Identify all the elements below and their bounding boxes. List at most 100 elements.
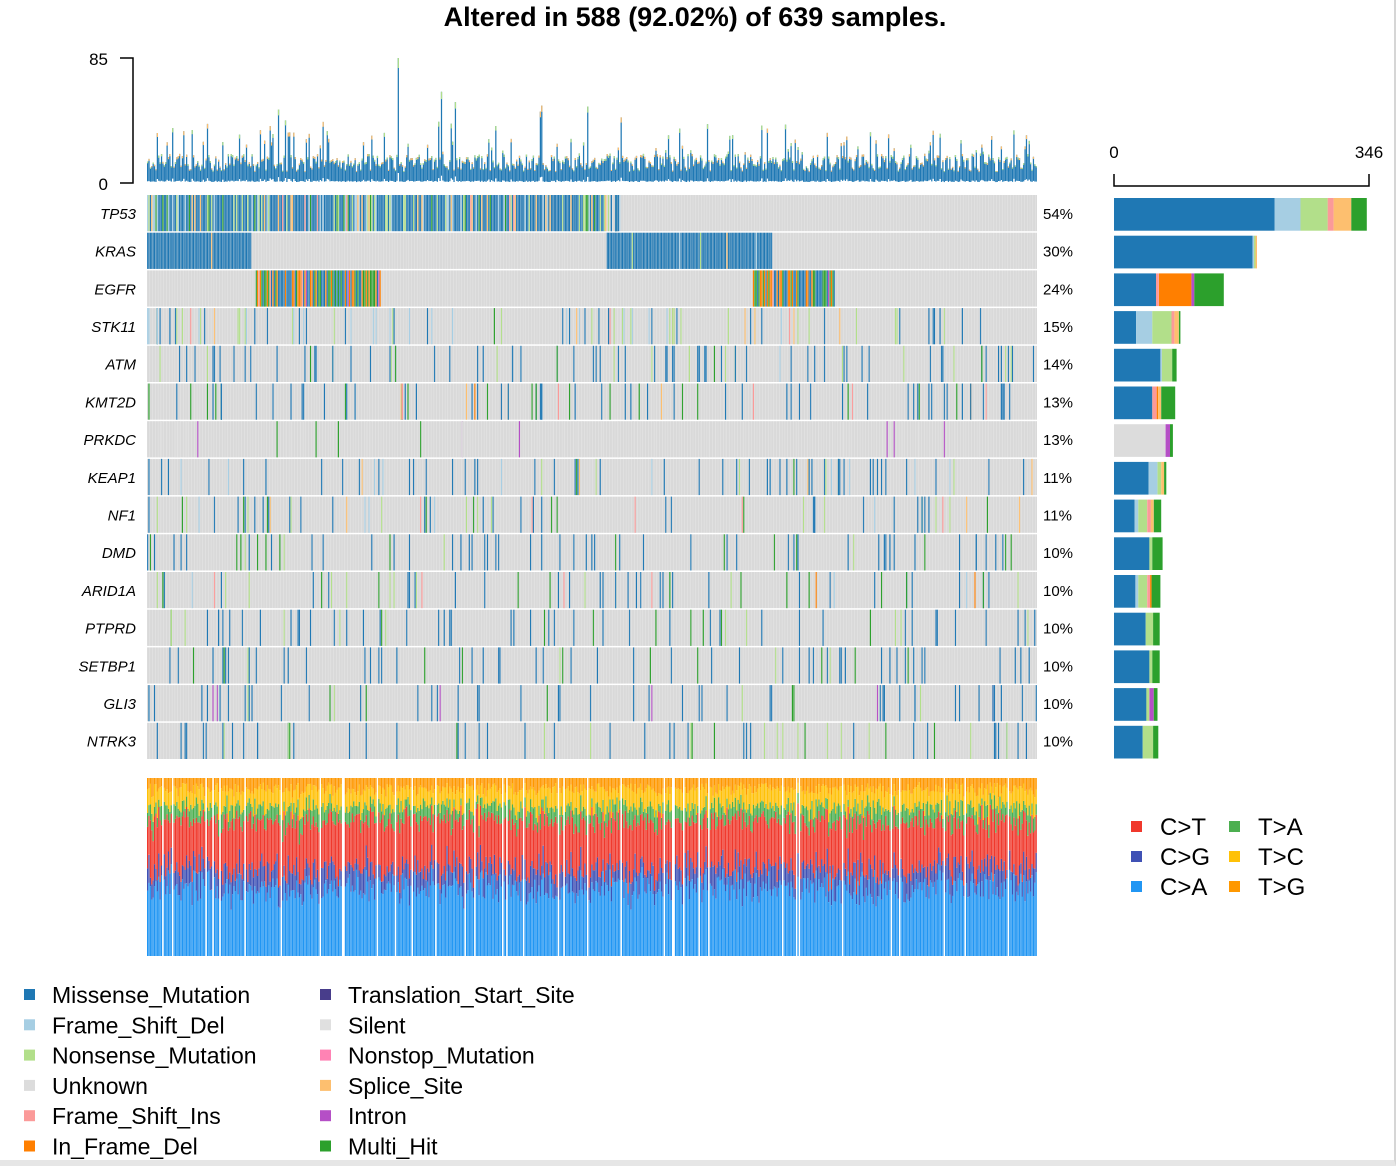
cell-kras (209, 232, 211, 269)
tmb-bar (378, 164, 380, 182)
titv-bar (518, 778, 521, 791)
titv-bar (406, 859, 408, 880)
cell-tp53 (346, 195, 348, 232)
titv-bar (407, 785, 409, 797)
cell-tp53 (375, 195, 377, 232)
gene-pct-ntrk3: 10% (1043, 734, 1073, 751)
tmb-bar (297, 168, 299, 182)
cell-tp53 (219, 195, 221, 232)
cell-stk11 (302, 308, 305, 345)
cell-nf1 (482, 496, 484, 533)
titv-bar (258, 804, 260, 820)
cell-egfr (783, 270, 785, 307)
cell-egfr (833, 270, 835, 307)
titv-bar (287, 884, 289, 956)
cell-tp53 (468, 195, 470, 232)
tmb-bar (823, 156, 826, 181)
titv-bar (361, 812, 363, 821)
titv-bar (350, 865, 352, 892)
cell-egfr (793, 270, 795, 307)
titv-bar (199, 898, 202, 956)
titv-bar (383, 789, 385, 816)
tmb-bar-top (1018, 158, 1021, 161)
cell-kras (655, 232, 657, 269)
tmb-bar-top (920, 163, 922, 165)
titv-bar (410, 869, 412, 886)
titv-bar (269, 803, 271, 818)
tmb-bar (389, 155, 391, 181)
cell-tp53 (421, 195, 423, 232)
cell-tp53 (340, 195, 342, 232)
titv-bar (261, 853, 263, 882)
titv-bar (598, 876, 600, 893)
tmb-bar-top (910, 144, 912, 148)
cell-kras (191, 232, 193, 269)
titv-bar (354, 805, 356, 816)
cell-gli3 (201, 685, 203, 722)
tmb-bar-top (871, 163, 873, 166)
tmb-bar (567, 158, 569, 182)
titv-bar (431, 778, 433, 786)
cell-tp53 (350, 195, 352, 232)
tmb-bar-top (787, 149, 789, 152)
titv-bar (389, 804, 391, 814)
gene-bar-egfr-frame_shift_ins (1156, 273, 1159, 307)
titv-bar (414, 805, 416, 814)
titv-bar (367, 787, 369, 810)
titv-bar (243, 881, 245, 956)
cell-tp53 (431, 195, 433, 232)
tmb-bar-top (308, 133, 310, 138)
cell-tp53 (220, 195, 223, 232)
tmb-bar-top (835, 162, 837, 164)
cell-atm (219, 345, 221, 382)
cell-tp53 (250, 195, 252, 232)
cell-kras (163, 232, 165, 269)
titv-bar (564, 876, 567, 886)
tmb-bar (197, 161, 199, 182)
titv-bar (262, 866, 264, 887)
tmb-bar (435, 157, 437, 181)
titv-bar (457, 884, 459, 896)
tmb-bar (748, 161, 750, 182)
cell-kras (212, 232, 214, 269)
cell-egfr (272, 270, 274, 307)
cell-setbp1 (711, 647, 713, 684)
titv-bar (571, 791, 573, 811)
cell-atm (929, 345, 931, 382)
tmb-bar (357, 164, 359, 182)
tmb-bar (553, 156, 555, 181)
tmb-bar (375, 164, 377, 182)
tmb-bar-top (570, 138, 572, 143)
titv-bar (187, 778, 189, 792)
cell-setbp1 (369, 647, 372, 684)
cell-keap1 (825, 458, 827, 496)
cell-setbp1 (287, 647, 289, 684)
titv-bar (149, 783, 151, 805)
titv-bar (596, 857, 599, 883)
titv-bar (222, 828, 224, 885)
tmb-bar (818, 167, 820, 182)
tmb-bar (336, 158, 338, 181)
tmb-bar (180, 165, 182, 182)
cell-kras (765, 232, 767, 269)
cell-prkdc (174, 421, 177, 458)
tmb-bar-top (204, 167, 206, 170)
titv-bar (209, 792, 211, 803)
cell-tp53 (368, 195, 370, 232)
titv-bar (624, 786, 626, 800)
titv-bar (289, 805, 291, 825)
titv-bar (527, 793, 529, 811)
tmb-bar-top (436, 166, 438, 169)
titv-bar (230, 909, 232, 956)
titv-bar (481, 778, 483, 784)
cell-atm (651, 345, 653, 382)
cell-arid1a (549, 572, 551, 609)
cell-kras (666, 232, 668, 269)
gene-pct-prkdc: 13% (1043, 432, 1073, 449)
cell-egfr (282, 270, 284, 307)
cell-prkdc (725, 421, 727, 458)
titv-bar (574, 903, 576, 956)
tmb-bar (298, 163, 301, 182)
cell-egfr (300, 270, 302, 307)
titv-bar (155, 881, 157, 956)
